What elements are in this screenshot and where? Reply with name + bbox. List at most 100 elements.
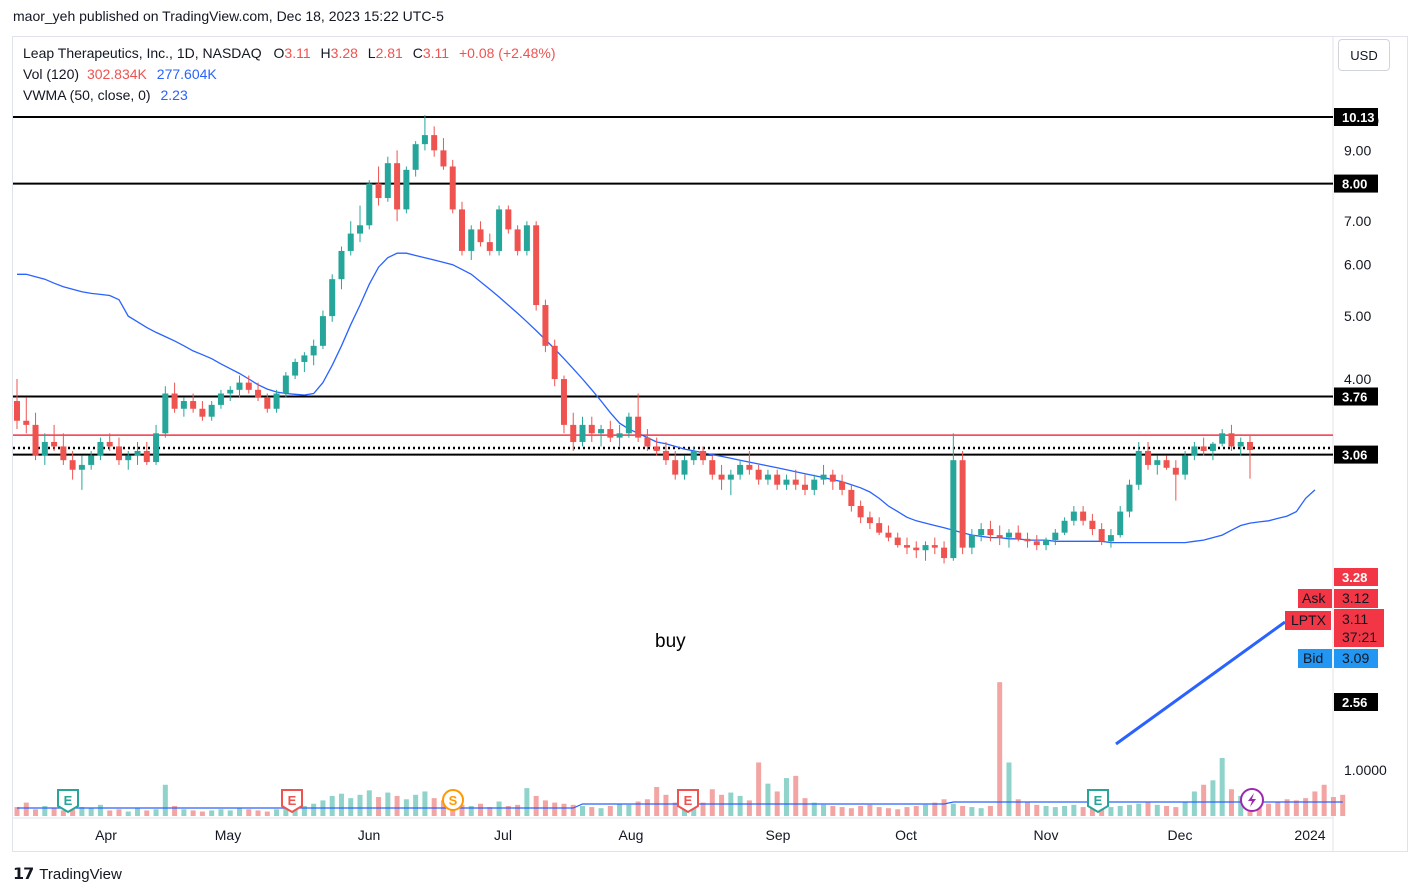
volume-bar [376,797,382,816]
high-badge [1334,568,1378,586]
volume-bar [338,793,344,816]
volume-bar [1173,807,1179,816]
currency-button[interactable]: USD [1338,39,1390,71]
candle-body [134,450,141,456]
volume-bar [172,805,178,816]
candle-body [811,479,818,490]
volume-bar [923,804,929,816]
volume-bar [1340,794,1346,816]
event-marker-label: E [1094,793,1103,808]
volume-bar [756,762,762,816]
volume-bar [626,804,632,816]
candle-body [533,225,540,306]
legend-change: +0.08 (+2.48%) [458,45,556,61]
candle-body [653,446,660,451]
volume-bar [88,808,94,816]
candle-body [366,183,373,226]
candle-body [1061,520,1068,533]
volume-bar [366,790,372,816]
x-tick-label: 2024 [1294,827,1325,843]
legend-low: 2.81 [375,45,403,61]
level-label: 8.00 [1342,177,1367,192]
volume-bar [848,808,854,816]
candle-body [876,523,883,533]
trendline [1115,620,1286,746]
volume-bar [1238,795,1244,816]
volume-bar [97,804,103,816]
volume-bar [1266,803,1272,816]
volume-bar [70,809,76,816]
candle-body [523,225,530,251]
legend-open: 3.11 [284,45,311,61]
candle-body [987,529,994,536]
candle-body [143,450,150,463]
volume-bar [218,809,224,816]
candle-body [329,279,336,317]
candle-body [1005,532,1012,538]
ask-tag [1298,589,1332,608]
legend-vwma-label: VWMA (50, close, 0) [23,87,151,103]
footer-brand[interactable]: TradingView [39,865,122,883]
volume-bar [913,805,919,816]
candle-body [41,441,48,456]
candle-body [1209,443,1216,451]
level-badge [1334,387,1378,406]
volume-bar [1284,799,1290,816]
candle-body [922,545,929,551]
candle-body [310,345,317,356]
volume-bar [950,803,956,816]
volume-bar [459,804,465,816]
volume-bar [292,807,298,816]
candle-body [384,163,391,199]
candle-body [764,474,771,480]
volume-bar [663,794,669,816]
candle-body [217,393,224,405]
candle-body [1098,529,1105,542]
candle-body [190,401,197,409]
volume-bar [162,784,168,816]
volume-bar [283,808,289,816]
candle-body [440,150,447,167]
candle-body [245,382,252,390]
legend-symbol: Leap Therapeutics, Inc., 1D, NASDAQ [23,45,262,61]
volume-bar [1191,791,1197,816]
legend-o-label: O [273,45,285,61]
volume-bar [1043,805,1049,816]
event-marker-label: E [684,793,693,808]
candle-body [950,460,957,559]
x-tick-label: Jul [494,827,512,843]
candle-body [162,393,169,434]
volume-bar [190,810,196,816]
candle-body [1247,441,1253,451]
candle-body [931,545,938,548]
candle-body [894,537,901,546]
candle-body [700,450,707,461]
volume-bar [468,805,474,816]
candle-body [282,375,289,394]
candle-body [1052,532,1059,541]
last-label: 3.11 [1342,611,1368,627]
candle-body [1033,541,1040,546]
volume-bar [867,804,873,816]
volume-bar [264,811,270,816]
candle-body [431,135,438,151]
candle-body [292,361,299,376]
volume-bar [1108,807,1114,816]
x-tick-label: Jun [358,827,381,843]
candle-body [1182,455,1189,475]
volume-bar [153,809,159,816]
volume-bar [125,811,131,816]
candle-body [857,506,864,518]
candle-body [848,489,855,507]
volume-bar [1015,799,1021,816]
tradingview-logo-icon[interactable]: 𝟭𝟳 [13,866,34,883]
ask-badge [1334,589,1378,608]
volume-bar [672,802,678,816]
volume-bar [1321,784,1327,816]
candle-body [820,474,827,480]
candle-body [347,233,354,251]
candle-body [264,397,271,409]
volume-bar [116,809,122,816]
candle-body [106,441,113,447]
